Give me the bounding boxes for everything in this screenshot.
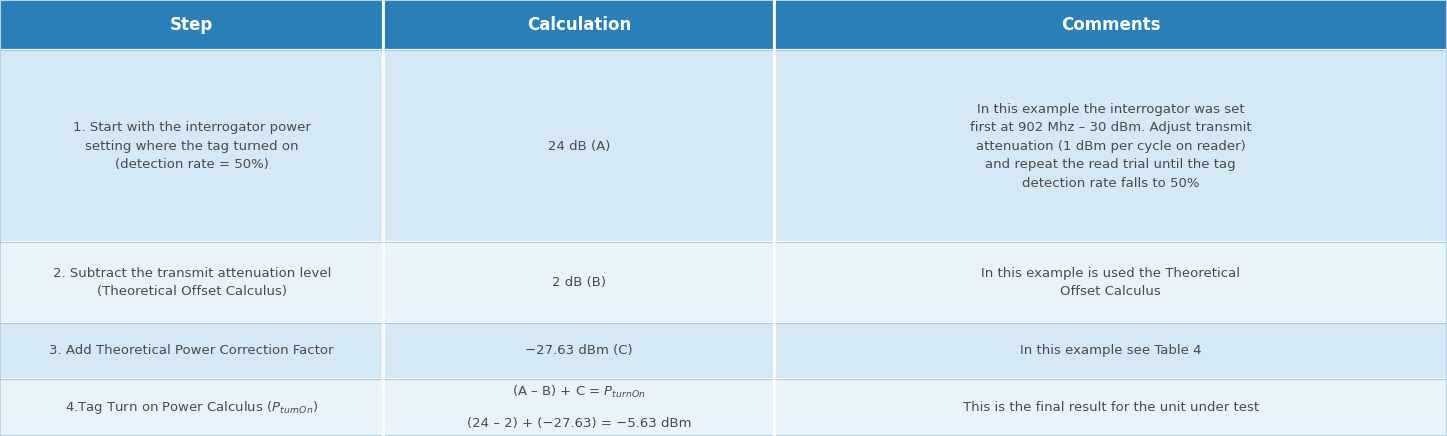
Bar — [0, 242, 383, 323]
Bar — [383, 0, 774, 50]
Text: 24 dB (A): 24 dB (A) — [547, 140, 611, 153]
Text: 3. Add Theoretical Power Correction Factor: 3. Add Theoretical Power Correction Fact… — [49, 344, 334, 358]
Text: Step: Step — [171, 16, 213, 34]
Bar — [383, 242, 774, 323]
Text: 1. Start with the interrogator power
setting where the tag turned on
(detection : 1. Start with the interrogator power set… — [72, 121, 311, 171]
Bar — [0, 379, 383, 436]
Bar — [383, 50, 774, 242]
Bar — [383, 323, 774, 379]
Bar — [774, 379, 1447, 436]
Bar — [774, 242, 1447, 323]
Text: (24 – 2) + (−27.63) = −5.63 dBm: (24 – 2) + (−27.63) = −5.63 dBm — [466, 417, 692, 430]
Bar — [0, 50, 383, 242]
Bar — [383, 379, 774, 436]
Text: (A – B) + C = $P_{turnOn}$: (A – B) + C = $P_{turnOn}$ — [512, 384, 645, 400]
Text: In this example see Table 4: In this example see Table 4 — [1020, 344, 1201, 358]
Text: Calculation: Calculation — [527, 16, 631, 34]
Text: This is the final result for the unit under test: This is the final result for the unit un… — [962, 401, 1259, 414]
Text: 2. Subtract the transmit attenuation level
(Theoretical Offset Calculus): 2. Subtract the transmit attenuation lev… — [52, 266, 331, 298]
Text: 2 dB (B): 2 dB (B) — [551, 276, 606, 289]
Bar — [0, 323, 383, 379]
Text: Comments: Comments — [1061, 16, 1160, 34]
Bar — [0, 0, 383, 50]
Bar — [774, 0, 1447, 50]
Text: In this example is used the Theoretical
Offset Calculus: In this example is used the Theoretical … — [981, 266, 1240, 298]
Bar — [774, 323, 1447, 379]
Text: −27.63 dBm (C): −27.63 dBm (C) — [525, 344, 632, 358]
Text: In this example the interrogator was set
first at 902 Mhz – 30 dBm. Adjust trans: In this example the interrogator was set… — [969, 102, 1252, 190]
Bar — [774, 50, 1447, 242]
Text: 4.Tag Turn on Power Calculus ($P_{turnOn}$): 4.Tag Turn on Power Calculus ($P_{turnOn… — [65, 399, 318, 416]
